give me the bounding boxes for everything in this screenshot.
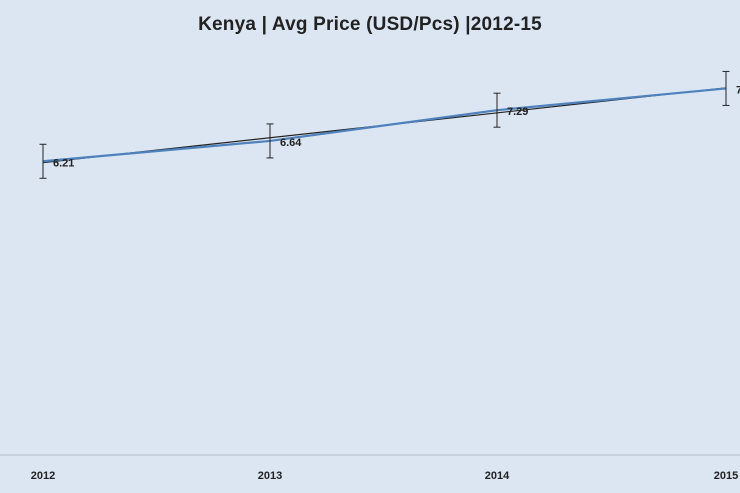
- x-tick-label: 2015: [714, 470, 738, 482]
- x-tick-label: 2013: [258, 470, 282, 482]
- series-line: [42, 87, 727, 163]
- x-tick-label: 2012: [31, 470, 55, 482]
- data-label: 7.29: [507, 106, 528, 118]
- data-label: 7: [736, 84, 740, 96]
- data-label: 6.21: [53, 157, 74, 169]
- chart-title: Kenya | Avg Price (USD/Pcs) |2012-15: [198, 14, 542, 35]
- x-tick-label: 2014: [485, 470, 510, 482]
- data-label: 6.64: [280, 137, 302, 149]
